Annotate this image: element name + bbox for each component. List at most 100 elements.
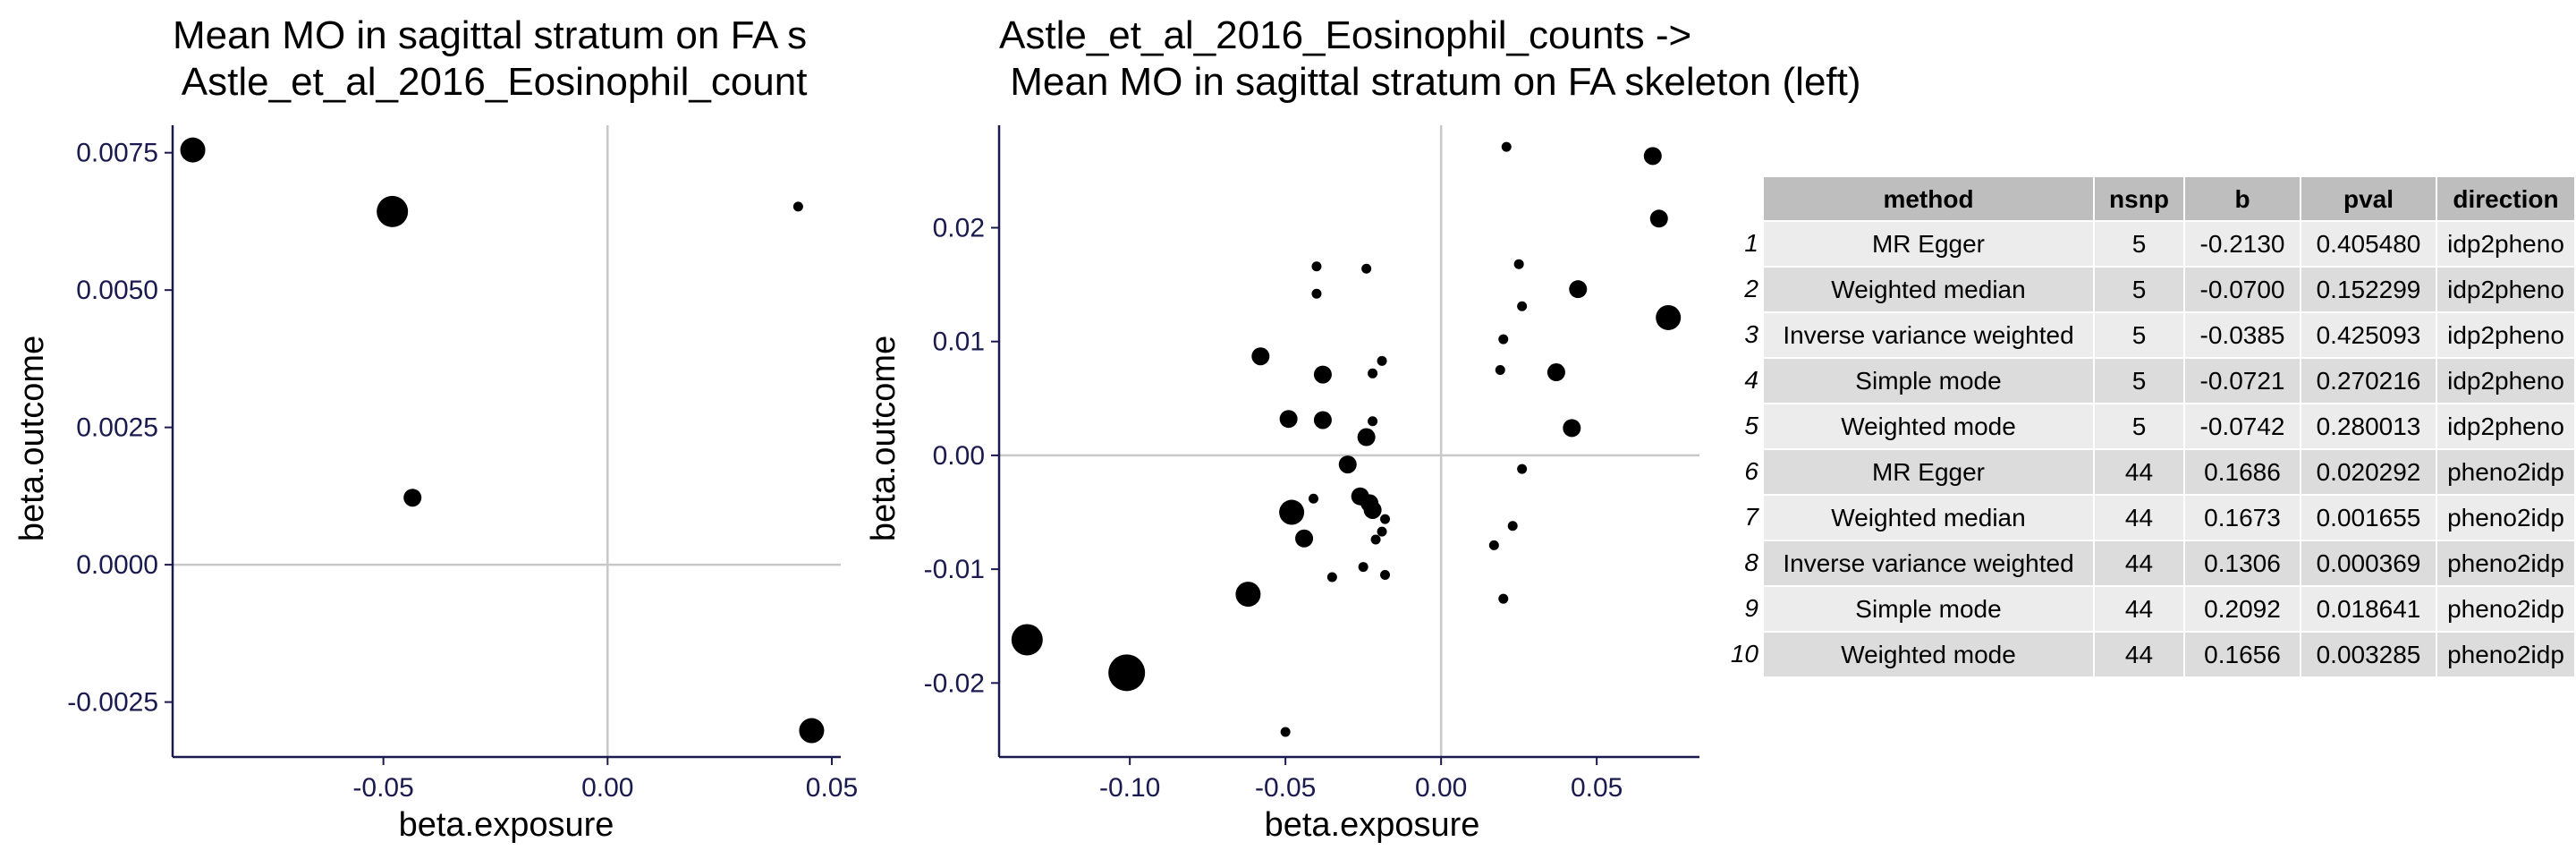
table-cell-bg [2095, 404, 2183, 448]
table-cell-bg [2095, 496, 2183, 540]
middle-chart-data-point [1569, 280, 1588, 299]
middle-chart-x-axis-label: beta.exposure [1265, 806, 1480, 844]
table-cell-method: Simple mode [1855, 595, 2001, 623]
left-chart-data-point [403, 489, 422, 507]
table-cell-nsnp: 44 [2125, 458, 2153, 486]
left-chart-y-tick-label: 0.0050 [76, 276, 158, 305]
table-row: 4 Simple mode 5 -0.0721 0.270216 idp2pheno [1744, 359, 2574, 403]
table-cell-pval: 0.152299 [2317, 276, 2421, 303]
table-cell-bg [2301, 268, 2436, 311]
middle-chart-reference-lines [999, 125, 1699, 757]
middle-chart-data-point [1251, 347, 1270, 366]
table-cell-pval: 0.000369 [2317, 549, 2421, 577]
table-cell-nsnp: 44 [2125, 641, 2153, 668]
table-header-cell-bg [2437, 177, 2574, 220]
table-cell-b: -0.2130 [2200, 230, 2285, 258]
table-cell-bg [2095, 587, 2183, 631]
table-cell-b: -0.0721 [2200, 367, 2285, 395]
table-cell-b: 0.1656 [2204, 641, 2281, 668]
table-cell-nsnp: 5 [2132, 367, 2147, 395]
table-cell-method: Weighted median [1831, 276, 2025, 303]
table-cell-bg [2185, 313, 2300, 357]
table-cell-bg [2437, 496, 2574, 540]
table-cell-bg [2437, 222, 2574, 266]
middle-chart-x-tick-label: 0.00 [1415, 773, 1467, 803]
left-chart-y-tick-label: -0.0025 [67, 688, 158, 718]
left-chart-subtitle: Astle_et_al_2016_Eosinophil_count [173, 60, 807, 104]
table-row-index: 8 [1744, 549, 1758, 576]
table-cell-bg [2095, 222, 2183, 266]
table-cell-bg [2437, 268, 2574, 311]
middle-chart-data-point [1311, 288, 1322, 299]
middle-chart-data-point [1488, 540, 1499, 550]
middle-chart-data-point [1295, 529, 1314, 548]
middle-chart-data-point [1280, 727, 1291, 737]
left-chart-y-axis-label: beta.outcome [13, 336, 51, 541]
table-cell-nsnp: 5 [2132, 276, 2147, 303]
left-scatter-chart: Mean MO in sagittal stratum on FA s Astl… [13, 13, 858, 844]
left-chart-data-point [180, 137, 206, 163]
table-cell-b: -0.0700 [2200, 276, 2285, 303]
middle-chart-data-point [1311, 261, 1322, 272]
table-cell-pval: 0.018641 [2317, 595, 2421, 623]
table-cell-bg [2301, 541, 2436, 585]
table-cell-bg [1764, 222, 2093, 266]
table-cell-nsnp: 44 [2125, 595, 2153, 623]
table-cell-pval: 0.020292 [2317, 458, 2421, 486]
table-cell-nsnp: 5 [2132, 230, 2147, 258]
table-cell-b: 0.1306 [2204, 549, 2281, 577]
table-cell-direction: idp2pheno [2447, 367, 2564, 395]
table-cell-method: Weighted median [1831, 504, 2025, 532]
table-cell-pval: 0.001655 [2317, 504, 2421, 532]
middle-chart-data-point [1370, 534, 1381, 545]
left-chart-y-tick-label: 0.0075 [76, 139, 158, 168]
table-row: 9 Simple mode 44 0.2092 0.018641 pheno2idp [1744, 587, 2574, 631]
table-cell-bg [1764, 359, 2093, 403]
table-header-b: b [2234, 185, 2250, 213]
middle-chart-data-point [1643, 147, 1662, 166]
table-cell-pval: 0.405480 [2317, 230, 2421, 258]
table-cell-bg [2185, 404, 2300, 448]
left-chart-data-point [799, 718, 825, 744]
table-cell-bg [2095, 313, 2183, 357]
table-row-index: 10 [1731, 640, 1759, 668]
middle-chart-x-tick-label: -0.10 [1099, 773, 1160, 803]
middle-chart-data-point [1501, 141, 1512, 152]
table-cell-bg [2185, 541, 2300, 585]
middle-chart-data-point [1368, 368, 1378, 378]
table-cell-pval: 0.280013 [2317, 412, 2421, 440]
table-row-index: 1 [1744, 229, 1758, 257]
table-cell-method: Weighted mode [1841, 641, 2016, 668]
table-cell-direction: pheno2idp [2447, 549, 2564, 577]
table-cell-bg [2301, 496, 2436, 540]
middle-chart-data-point [1368, 416, 1378, 427]
middle-chart-data-point [1513, 259, 1524, 269]
table-cell-b: -0.0742 [2200, 412, 2285, 440]
table-row: 3 Inverse variance weighted 5 -0.0385 0.4250… [1744, 313, 2574, 357]
middle-chart-data-point [1235, 582, 1261, 608]
table-cell-bg [2437, 313, 2574, 357]
table-cell-method: Inverse variance weighted [1783, 549, 2073, 577]
middle-chart-data-point [1279, 499, 1305, 525]
middle-chart-data-point [1308, 493, 1318, 504]
middle-chart-data-point [1380, 569, 1391, 580]
table-row: 7 Weighted median 44 0.1673 0.001655 pheno2id… [1744, 496, 2574, 540]
table-cell-pval: 0.270216 [2317, 367, 2421, 395]
table-cell-method: Weighted mode [1841, 412, 2016, 440]
middle-chart-data-point [1380, 514, 1391, 524]
middle-chart-data-point [1498, 334, 1509, 344]
middle-chart-x-tick-label: -0.05 [1255, 773, 1316, 803]
table-row-index: 4 [1744, 366, 1758, 394]
table-cell-direction: pheno2idp [2447, 595, 2564, 623]
middle-chart-data-point [1507, 521, 1518, 532]
left-chart-title: Mean MO in sagittal stratum on FA s [173, 13, 807, 57]
middle-chart-data-point [1363, 500, 1382, 519]
table-cell-bg [2301, 313, 2436, 357]
middle-chart-data-point [1357, 428, 1376, 447]
left-chart-x-ticks: -0.05 0.00 0.05 [352, 757, 858, 803]
table-row: 1 MR Egger 5 -0.2130 0.405480 idp2pheno [1744, 222, 2574, 266]
table-cell-bg [2185, 222, 2300, 266]
table-cell-pval: 0.425093 [2317, 321, 2421, 349]
middle-chart-points [1011, 141, 1682, 737]
middle-chart-y-tick-label: 0.00 [933, 441, 985, 471]
